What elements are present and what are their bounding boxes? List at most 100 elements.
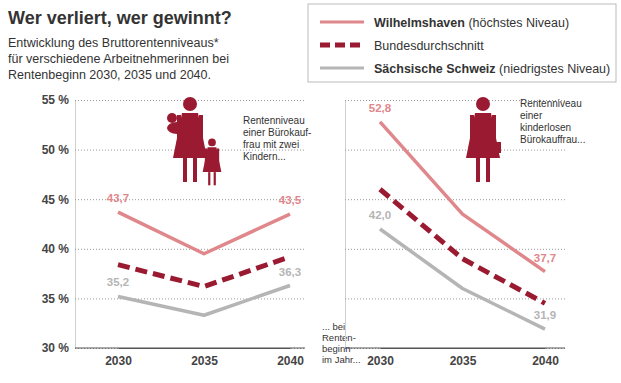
panel: 2030 2035 2040 Rentenniveaueinerkinderlosen… [345, 97, 585, 368]
legend-label: Bundesdurchschnitt [374, 39, 484, 53]
icon-leg [208, 172, 210, 185]
icon-arm [470, 115, 474, 141]
icon-body [466, 113, 500, 158]
y-tick-label: 55 % [42, 93, 70, 107]
x-axis-line [381, 348, 546, 349]
data-label: 31,9 [534, 309, 556, 321]
icon-baby-head [167, 113, 177, 123]
y-tick-label: 30 % [42, 341, 70, 355]
y-tick-label: 40 % [42, 242, 70, 256]
data-label: 37,7 [534, 252, 556, 264]
icon-head [476, 97, 490, 111]
data-labels: 52,8 37,7 42,0 31,9 [369, 102, 556, 321]
legend-label: Wilhelmshaven (höchstes Niveau) [374, 16, 569, 30]
grid-line [345, 150, 565, 151]
icon-leg [193, 158, 197, 182]
data-labels: 43,7 43,5 35,2 36,3 [107, 192, 302, 288]
annotation: Bürokauffrau... [520, 134, 585, 145]
y-axis-line [75, 101, 76, 349]
annotation: kinderlosen [520, 122, 571, 133]
x-axis-title: Renten- [322, 332, 356, 343]
subtitle: Rentenbeginn 2030, 2035 und 2040. [8, 68, 211, 82]
x-tick: 2030 [105, 354, 132, 368]
data-label: 43,7 [107, 192, 129, 204]
x-tick: 2040 [532, 354, 559, 368]
data-label: 43,5 [279, 194, 302, 206]
data-label: 42,0 [369, 209, 391, 221]
legend: Wilhelmshaven (höchstes Niveau) Bundesdur… [308, 4, 616, 82]
annotation: einer Bürokauf- [243, 127, 311, 138]
icon-arm [492, 115, 496, 141]
x-tick: 2040 [277, 354, 304, 368]
icon-body [203, 147, 222, 172]
icon-arm [217, 148, 219, 162]
y-tick-label: 50 % [42, 143, 70, 157]
data-label: 36,3 [279, 266, 301, 278]
x-tick-label: 2040 [532, 354, 559, 368]
grid-line [345, 348, 565, 349]
x-tick: 2035 [191, 354, 218, 368]
annotation: einer [520, 110, 543, 121]
grid-line [75, 348, 305, 349]
series-line [118, 257, 290, 287]
icon-arm [205, 148, 207, 162]
icon [167, 97, 221, 185]
plot-area [118, 212, 290, 315]
icon-baby-body [167, 122, 187, 134]
x-axis: 2030 2035 2040 [367, 349, 559, 368]
annotation: frau mit zwei [243, 139, 299, 150]
x-tick: 2030 [367, 354, 394, 368]
annotation: Rentenniveau [520, 98, 582, 109]
legend-frame [308, 4, 616, 82]
y-tick: 55 % [42, 93, 305, 107]
y-tick [345, 199, 565, 200]
x-tick-label: 2040 [277, 354, 304, 368]
x-axis: 2030 2035 2040 [105, 349, 304, 368]
icon-arm [199, 115, 203, 141]
baseline [75, 347, 305, 348]
x-axis-line [119, 348, 291, 349]
y-tick-label: 35 % [42, 292, 70, 306]
icon [466, 97, 501, 182]
data-label: 52,8 [369, 102, 392, 114]
annotation: Kindern... [243, 151, 286, 162]
y-axis-line [345, 101, 346, 349]
legend-label: Sächsische Schweiz (niedrigstes Niveau) [374, 62, 610, 76]
y-tick: 40 % [42, 242, 305, 256]
y-tick: 30 % [42, 341, 305, 355]
icon-body [173, 113, 207, 158]
y-tick [345, 150, 565, 151]
icon-leg [183, 158, 187, 182]
plot-area [380, 122, 545, 329]
x-tick-label: 2030 [367, 354, 394, 368]
icon-head [183, 97, 197, 111]
subtitle: für verschiedene Arbeitnehmerinnen bei [8, 52, 229, 66]
x-tick-label: 2035 [191, 354, 218, 368]
legend-swatch [320, 67, 364, 70]
icon-leg [214, 172, 216, 185]
y-tick [345, 348, 565, 349]
icon-bag [493, 142, 501, 153]
x-tick: 2035 [450, 354, 477, 368]
legend-swatch [320, 21, 364, 24]
icon-leg [476, 158, 480, 182]
annotation: Rentenniveau [243, 115, 305, 126]
baseline [345, 347, 565, 348]
y-tick-label: 45 % [42, 193, 70, 207]
title: Wer verliert, wer gewinnt? [8, 8, 232, 28]
icon-leg [486, 158, 490, 182]
series-line [380, 229, 545, 329]
x-tick-label: 2030 [105, 354, 132, 368]
icon-head [208, 139, 216, 147]
data-label: 35,2 [107, 276, 129, 288]
y-tick: 45 % [42, 193, 305, 207]
series-line [380, 122, 545, 272]
subtitle: Entwicklung des Bruttorentenniveaus* [8, 36, 219, 50]
grid-line [345, 199, 565, 200]
x-axis-title: im Jahr... [322, 354, 361, 365]
chart-root: Wer verliert, wer gewinnt? Entwicklung de… [0, 0, 621, 383]
series-line [118, 286, 290, 316]
grid-line [75, 249, 305, 250]
grid-line [75, 298, 305, 299]
x-axis-title: ... bei [322, 321, 345, 332]
